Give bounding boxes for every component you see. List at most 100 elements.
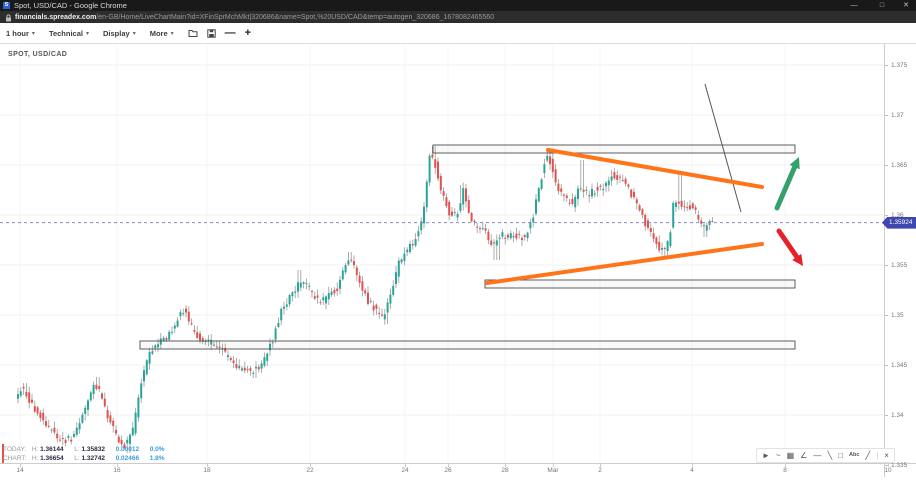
minimize-button[interactable]: — — [850, 2, 858, 9]
save-chart-button[interactable] — [206, 28, 216, 38]
more-dropdown[interactable]: More ▾ — [150, 29, 174, 38]
zoom-in-button[interactable]: + — [244, 27, 252, 39]
delete-drawing-tool[interactable]: × — [884, 451, 889, 460]
today-change-pct: 0.0% — [149, 446, 165, 453]
annotation-pointer-line[interactable] — [704, 83, 742, 213]
high-label: H: — [31, 446, 39, 453]
current-price-tag: 1.35924 — [882, 216, 916, 229]
price-axis-label: 1.36 — [891, 211, 904, 219]
display-label: Display — [103, 28, 130, 38]
grid-tool[interactable]: ▦ — [786, 451, 795, 460]
price-axis-label: 1.375 — [891, 61, 908, 69]
price-tick — [885, 65, 888, 66]
time-axis-label: 28 — [501, 467, 509, 474]
chart-low-value: 1.32742 — [81, 454, 105, 462]
trendline-tool[interactable]: ╲ — [827, 451, 833, 460]
chevron-down-icon: ▾ — [132, 30, 136, 37]
ascending-wedge-bottom[interactable] — [485, 242, 764, 285]
price-axis-border — [884, 44, 885, 477]
chart-toolbar: 1 hour ▾ Technical ▾ Display ▾ More ▾ — [0, 23, 916, 44]
today-high-value: 1.36144 — [40, 446, 64, 453]
url-text: financials.spreadex.com/en-GB/Home/LiveC… — [15, 13, 494, 22]
price-axis-label: 1.355 — [891, 261, 908, 269]
chart-label: CHART: — [3, 454, 27, 462]
time-tick — [505, 464, 506, 467]
horizontal-line-tool[interactable]: — — [813, 451, 822, 460]
price-tick — [885, 215, 888, 216]
price-tick — [885, 115, 888, 116]
high-label: H: — [31, 454, 39, 462]
lower-support-zone[interactable] — [139, 340, 796, 350]
low-label: L: — [74, 446, 80, 453]
time-tick — [553, 464, 554, 467]
more-label: More — [149, 28, 168, 38]
time-axis-label: 10 — [884, 467, 892, 474]
lock-icon — [6, 13, 11, 21]
today-change-value: 0.00012 — [115, 446, 140, 453]
time-tick — [310, 464, 311, 467]
time-tick — [692, 464, 693, 467]
close-button[interactable]: ✕ — [903, 2, 909, 9]
today-label: TODAY: — [3, 446, 27, 453]
descending-wedge-top[interactable] — [546, 148, 764, 189]
time-tick — [448, 464, 449, 467]
browser-title-bar: S Spot, USD/CAD - Google Chrome — □ ✕ — [0, 0, 916, 11]
price-tick — [885, 415, 888, 416]
channel-tool[interactable]: ∠ — [800, 451, 808, 460]
zoom-out-button[interactable]: — — [224, 27, 236, 39]
upper-resistance-zone[interactable] — [432, 144, 796, 154]
pointer-tool[interactable]: ► — [762, 451, 770, 460]
time-axis-label: 8 — [783, 467, 787, 474]
freehand-tool[interactable]: ~ — [775, 451, 781, 460]
time-tick — [20, 464, 21, 467]
price-axis-label: 1.345 — [891, 361, 908, 369]
chevron-down-icon: ▾ — [170, 30, 174, 37]
timeframe-dropdown[interactable]: 1 hour ▾ — [6, 29, 35, 38]
url-bar[interactable]: financials.spreadex.com/en-GB/Home/LiveC… — [0, 11, 916, 23]
bullish-breakout-arrow[interactable] — [774, 157, 800, 211]
time-axis-border — [0, 463, 916, 464]
line-tool[interactable]: ╱ — [865, 451, 871, 460]
time-axis-label: 26 — [444, 467, 452, 474]
price-axis-label: 1.35 — [891, 311, 904, 319]
chart-change-value: 0.02466 — [115, 454, 140, 462]
time-axis-label: 16 — [113, 467, 121, 474]
open-chart-button[interactable] — [188, 29, 198, 38]
display-dropdown[interactable]: Display ▾ — [103, 29, 136, 38]
stats-row-chart: CHART: H: 1.36654 L: 1.32742 0.02466 1.8… — [3, 455, 165, 464]
candles — [2, 146, 714, 463]
price-stats: TODAY: H: 1.36144 L: 1.35832 0.00012 0.0… — [3, 446, 165, 463]
time-tick — [117, 464, 118, 467]
technical-label: Technical — [48, 28, 83, 38]
chevron-down-icon: ▾ — [31, 30, 35, 37]
time-axis-label: Mar — [547, 467, 559, 474]
url-domain: financials.spreadex.com — [15, 13, 97, 21]
rectangle-tool[interactable]: □ — [838, 451, 843, 460]
price-tick — [885, 265, 888, 266]
symbol-label: SPOT, USD/CAD — [8, 51, 68, 58]
time-tick — [785, 464, 786, 467]
wedge-support-zone[interactable] — [484, 279, 796, 289]
text-tool[interactable]: Abc — [849, 452, 860, 458]
price-axis-label: 1.335 — [891, 461, 908, 469]
time-axis-label: 4 — [690, 467, 694, 474]
time-tick — [888, 464, 889, 467]
price-tick — [885, 315, 888, 316]
bearish-breakdown-arrow[interactable] — [776, 228, 803, 266]
today-low-value: 1.35832 — [81, 446, 105, 453]
time-axis-label: 14 — [16, 467, 24, 474]
time-axis-label: 24 — [401, 467, 409, 474]
time-tick — [405, 464, 406, 467]
chevron-down-icon: ▾ — [85, 30, 89, 37]
price-axis-label: 1.365 — [891, 161, 908, 169]
chart-high-value: 1.36654 — [40, 454, 64, 462]
price-tick — [885, 465, 888, 466]
maximize-button[interactable]: □ — [879, 2, 885, 9]
technical-dropdown[interactable]: Technical ▾ — [49, 29, 89, 38]
site-favicon: S — [3, 2, 10, 9]
price-axis-label: 1.37 — [891, 111, 904, 119]
toolbar-divider: | — [876, 451, 879, 460]
time-axis-label: 18 — [203, 467, 211, 474]
